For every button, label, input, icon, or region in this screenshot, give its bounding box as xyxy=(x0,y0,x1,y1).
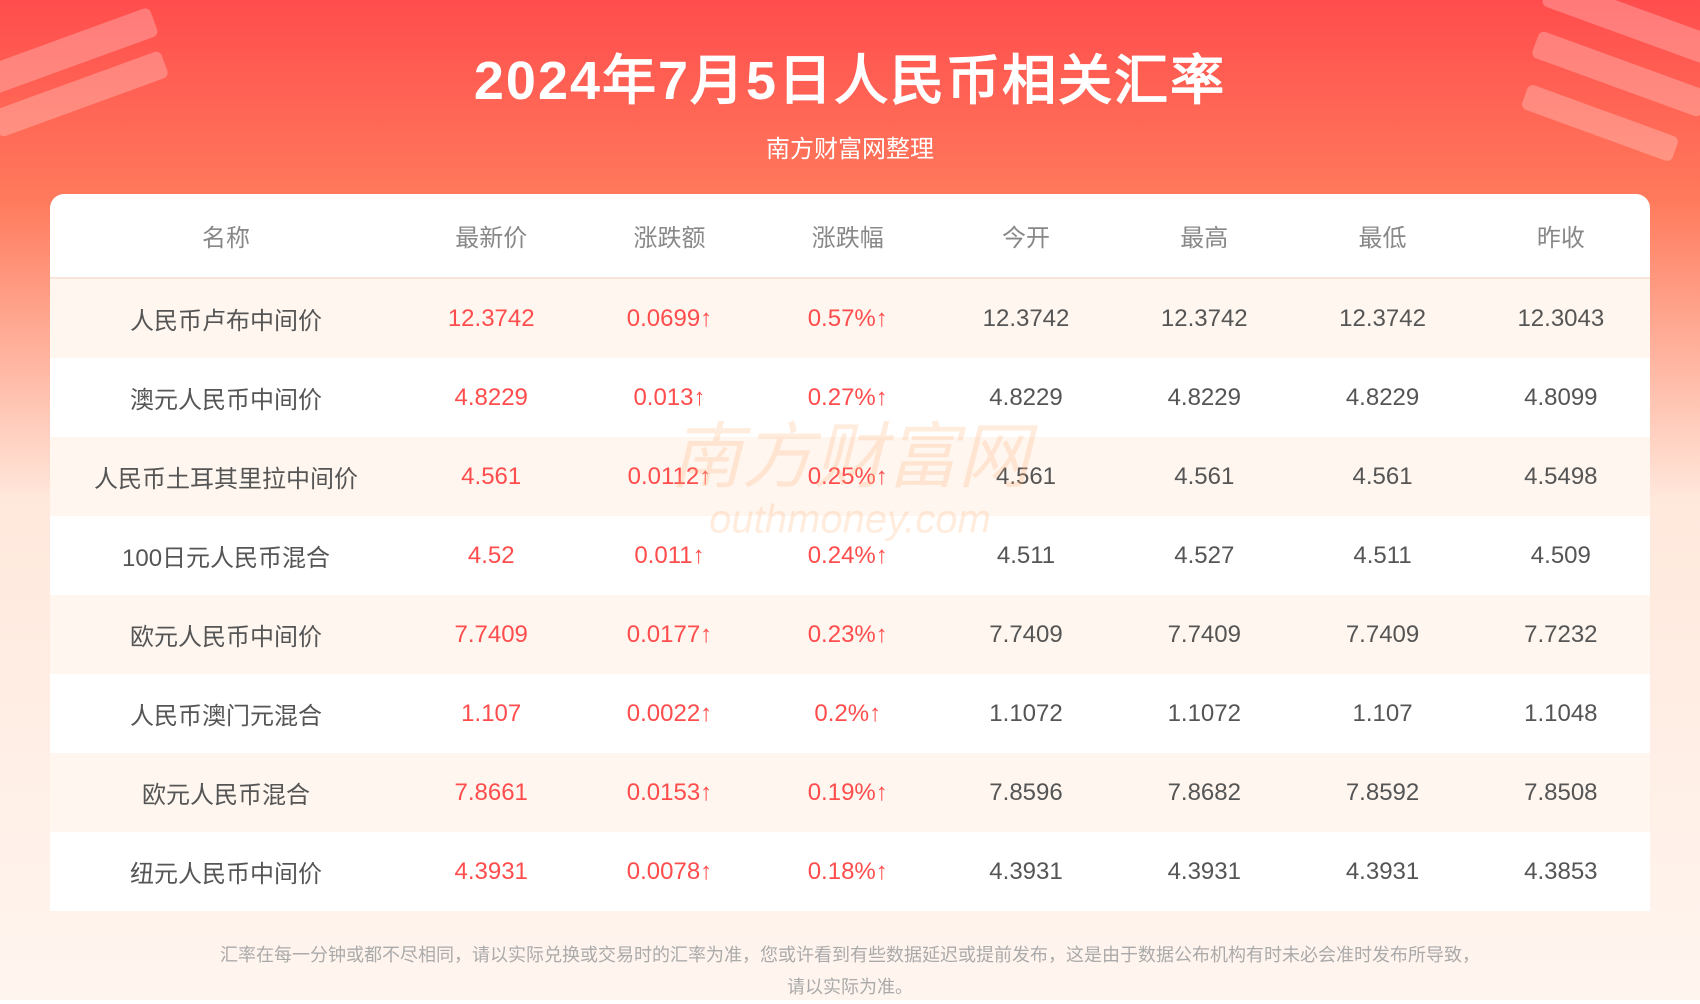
cell-prev: 4.5498 xyxy=(1472,437,1650,516)
col-prev: 昨收 xyxy=(1472,194,1650,279)
table-row: 欧元人民币混合7.86610.0153↑0.19%↑7.85967.86827.… xyxy=(50,753,1650,832)
cell-open: 4.561 xyxy=(937,437,1115,516)
cell-name: 人民币卢布中间价 xyxy=(50,279,402,358)
cell-change: 0.011↑ xyxy=(580,516,758,595)
cell-high: 4.8229 xyxy=(1115,358,1293,437)
col-high: 最高 xyxy=(1115,194,1293,279)
cell-prev: 12.3043 xyxy=(1472,279,1650,358)
cell-latest: 4.52 xyxy=(402,516,580,595)
cell-low: 1.107 xyxy=(1293,674,1471,753)
cell-high: 12.3742 xyxy=(1115,279,1293,358)
cell-change: 0.0699↑ xyxy=(580,279,758,358)
cell-open: 4.8229 xyxy=(937,358,1115,437)
cell-high: 1.1072 xyxy=(1115,674,1293,753)
cell-pct: 0.19%↑ xyxy=(759,753,937,832)
cell-name: 欧元人民币中间价 xyxy=(50,595,402,674)
cell-open: 7.7409 xyxy=(937,595,1115,674)
cell-change: 0.0112↑ xyxy=(580,437,758,516)
page-title: 2024年7月5日人民币相关汇率 xyxy=(50,36,1650,115)
cell-name: 100日元人民币混合 xyxy=(50,516,402,595)
cell-low: 4.8229 xyxy=(1293,358,1471,437)
cell-latest: 7.7409 xyxy=(402,595,580,674)
col-name: 名称 xyxy=(50,194,402,279)
cell-high: 4.3931 xyxy=(1115,832,1293,911)
cell-open: 1.1072 xyxy=(937,674,1115,753)
cell-pct: 0.57%↑ xyxy=(759,279,937,358)
cell-high: 7.7409 xyxy=(1115,595,1293,674)
cell-pct: 0.25%↑ xyxy=(759,437,937,516)
cell-pct: 0.18%↑ xyxy=(759,832,937,911)
cell-high: 4.561 xyxy=(1115,437,1293,516)
cell-latest: 4.8229 xyxy=(402,358,580,437)
footer-line1: 汇率在每一分钟或都不尽相同，请以实际兑换或交易时的汇率为准，您或许看到有些数据延… xyxy=(70,939,1630,971)
cell-pct: 0.27%↑ xyxy=(759,358,937,437)
cell-low: 4.561 xyxy=(1293,437,1471,516)
cell-prev: 7.8508 xyxy=(1472,753,1650,832)
cell-open: 4.511 xyxy=(937,516,1115,595)
table-row: 人民币土耳其里拉中间价4.5610.0112↑0.25%↑4.5614.5614… xyxy=(50,437,1650,516)
cell-name: 人民币澳门元混合 xyxy=(50,674,402,753)
col-change: 涨跌额 xyxy=(580,194,758,279)
cell-high: 4.527 xyxy=(1115,516,1293,595)
page-subtitle: 南方财富网整理 xyxy=(50,129,1650,164)
table-row: 人民币澳门元混合1.1070.0022↑0.2%↑1.10721.10721.1… xyxy=(50,674,1650,753)
table-row: 纽元人民币中间价4.39310.0078↑0.18%↑4.39314.39314… xyxy=(50,832,1650,911)
cell-change: 0.013↑ xyxy=(580,358,758,437)
cell-prev: 4.8099 xyxy=(1472,358,1650,437)
cell-open: 4.3931 xyxy=(937,832,1115,911)
cell-change: 0.0153↑ xyxy=(580,753,758,832)
cell-prev: 7.7232 xyxy=(1472,595,1650,674)
table-row: 100日元人民币混合4.520.011↑0.24%↑4.5114.5274.51… xyxy=(50,516,1650,595)
cell-name: 纽元人民币中间价 xyxy=(50,832,402,911)
cell-pct: 0.2%↑ xyxy=(759,674,937,753)
cell-latest: 1.107 xyxy=(402,674,580,753)
table-header-row: 名称 最新价 涨跌额 涨跌幅 今开 最高 最低 昨收 xyxy=(50,194,1650,279)
cell-pct: 0.23%↑ xyxy=(759,595,937,674)
cell-high: 7.8682 xyxy=(1115,753,1293,832)
cell-latest: 7.8661 xyxy=(402,753,580,832)
cell-latest: 12.3742 xyxy=(402,279,580,358)
cell-open: 12.3742 xyxy=(937,279,1115,358)
table-body: 人民币卢布中间价12.37420.0699↑0.57%↑12.374212.37… xyxy=(50,279,1650,911)
cell-change: 0.0078↑ xyxy=(580,832,758,911)
cell-name: 欧元人民币混合 xyxy=(50,753,402,832)
cell-pct: 0.24%↑ xyxy=(759,516,937,595)
col-latest: 最新价 xyxy=(402,194,580,279)
cell-low: 4.3931 xyxy=(1293,832,1471,911)
cell-name: 澳元人民币中间价 xyxy=(50,358,402,437)
cell-change: 0.0177↑ xyxy=(580,595,758,674)
cell-change: 0.0022↑ xyxy=(580,674,758,753)
col-pct: 涨跌幅 xyxy=(759,194,937,279)
table-row: 澳元人民币中间价4.82290.013↑0.27%↑4.82294.82294.… xyxy=(50,358,1650,437)
table-row: 欧元人民币中间价7.74090.0177↑0.23%↑7.74097.74097… xyxy=(50,595,1650,674)
cell-prev: 1.1048 xyxy=(1472,674,1650,753)
cell-latest: 4.3931 xyxy=(402,832,580,911)
cell-prev: 4.509 xyxy=(1472,516,1650,595)
cell-latest: 4.561 xyxy=(402,437,580,516)
col-open: 今开 xyxy=(937,194,1115,279)
col-low: 最低 xyxy=(1293,194,1471,279)
cell-name: 人民币土耳其里拉中间价 xyxy=(50,437,402,516)
rates-table: 名称 最新价 涨跌额 涨跌幅 今开 最高 最低 昨收 人民币卢布中间价12.37… xyxy=(50,194,1650,911)
footer-line2: 请以实际为准。 xyxy=(70,971,1630,1003)
page-container: 2024年7月5日人民币相关汇率 南方财富网整理 名称 最新价 涨跌额 涨跌幅 … xyxy=(0,0,1700,1000)
cell-low: 12.3742 xyxy=(1293,279,1471,358)
cell-prev: 4.3853 xyxy=(1472,832,1650,911)
cell-low: 7.8592 xyxy=(1293,753,1471,832)
rates-table-wrap: 名称 最新价 涨跌额 涨跌幅 今开 最高 最低 昨收 人民币卢布中间价12.37… xyxy=(50,194,1650,911)
cell-low: 7.7409 xyxy=(1293,595,1471,674)
cell-open: 7.8596 xyxy=(937,753,1115,832)
cell-low: 4.511 xyxy=(1293,516,1471,595)
table-row: 人民币卢布中间价12.37420.0699↑0.57%↑12.374212.37… xyxy=(50,279,1650,358)
footer-note: 汇率在每一分钟或都不尽相同，请以实际兑换或交易时的汇率为准，您或许看到有些数据延… xyxy=(50,939,1650,1004)
